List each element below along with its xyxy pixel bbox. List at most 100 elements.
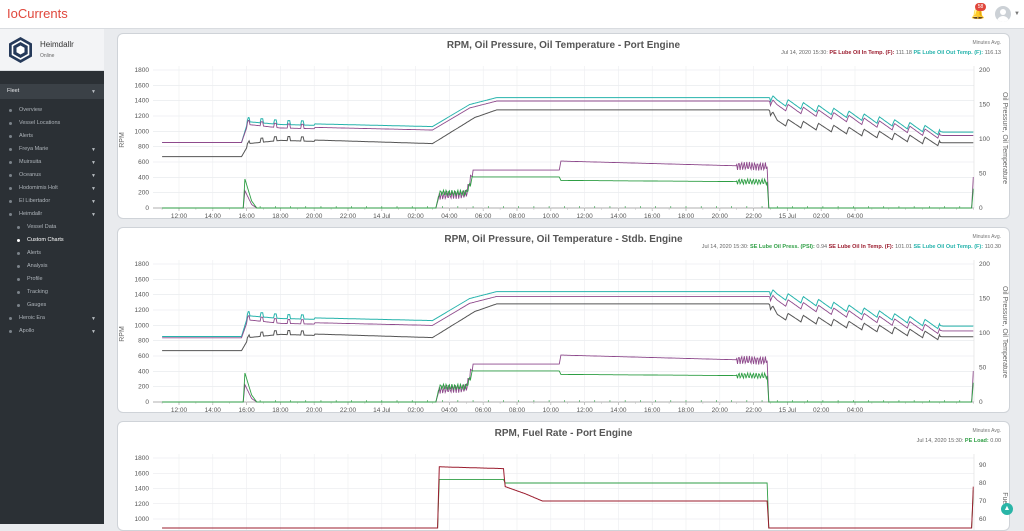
- legend-entry: SE Lube Oil Press. (PSI):: [748, 244, 815, 250]
- sidebar-item-oceanus[interactable]: Oceanus ▼: [0, 170, 104, 182]
- y-tick-label: 200: [138, 384, 149, 391]
- sidebar-item-label: El Libertador: [19, 198, 51, 204]
- y-axis-label: RPM: [119, 326, 126, 342]
- sidebar-item-heroic-era[interactable]: Heroic Era ▼: [0, 313, 104, 325]
- sidebar-item-label: Custom Charts: [27, 237, 64, 243]
- sidebar-item-profile[interactable]: Profile: [0, 274, 104, 286]
- sidebar-item-vessel-locations[interactable]: Vessel Locations: [0, 118, 104, 130]
- sidebar-item-gauges[interactable]: Gauges: [0, 300, 104, 312]
- x-tick-label: 12:00: [576, 407, 593, 412]
- x-tick-label: 18:00: [272, 213, 289, 218]
- bullet-icon: [9, 174, 12, 177]
- sidebar-group-label: Fleet: [7, 88, 20, 94]
- chart-plot-area: 0 200 400 600 800 1000 1200 1400 1600 1800 0 50 100 1…: [119, 66, 1008, 218]
- x-tick-label: 04:00: [847, 213, 864, 218]
- chart-plot-area: 1000 1200 1400 1600 1800 60 70 80 90 Fuel...: [135, 454, 1008, 530]
- legend-entry: SE Lube Oil In Temp. (F):: [827, 244, 894, 250]
- x-tick-label: 06:00: [475, 407, 492, 412]
- avatar[interactable]: [995, 6, 1011, 22]
- sidebar-group-fleet[interactable]: Fleet ▼: [0, 84, 104, 99]
- sidebar-item-label: Vessel Locations: [19, 120, 61, 126]
- sidebar-item-label: Heimdallr: [19, 211, 43, 217]
- y-tick-label: 1400: [135, 98, 150, 105]
- bullet-icon: [9, 213, 12, 216]
- aggregation-label: Minutes Avg.: [972, 40, 1001, 46]
- x-tick-label: 22:00: [745, 407, 762, 412]
- sidebar-item-label: Gauges: [27, 302, 47, 308]
- chevron-down-icon[interactable]: ▼: [1014, 11, 1020, 17]
- legend-entry: Jul 14, 2020 15:30:: [916, 438, 964, 444]
- sidebar-item-alerts[interactable]: Alerts: [0, 131, 104, 143]
- sidebar-item-hodomimis-holt[interactable]: Hodomimis Holt ▼: [0, 183, 104, 195]
- y-tick-label: 400: [138, 368, 149, 375]
- sidebar-item-label: Overview: [19, 107, 42, 113]
- legend-entry: 101.01: [893, 244, 912, 250]
- legend-entry: 110.30: [983, 244, 1001, 250]
- x-tick-label: 12:00: [171, 213, 188, 218]
- legend-entry: 0.00: [988, 438, 1001, 444]
- y-tick-label: 1800: [135, 455, 150, 462]
- x-tick-label: 20:00: [712, 213, 729, 218]
- bell-icon[interactable]: 🔔: [971, 8, 985, 20]
- scroll-top-button[interactable]: ▲: [1001, 503, 1013, 515]
- chart-legend: Jul 14, 2020 15:30: PE Lube Oil In Temp.…: [781, 50, 1001, 56]
- bullet-icon: [17, 291, 20, 294]
- chart-title: RPM, Fuel Rate - Port Engine: [494, 428, 633, 439]
- sidebar-item-vessel-data[interactable]: Vessel Data: [0, 222, 104, 234]
- series-aux-purple-line: [162, 160, 974, 209]
- sidebar-item-alerts[interactable]: Alerts: [0, 248, 104, 260]
- sidebar-item-tracking[interactable]: Tracking: [0, 287, 104, 299]
- x-tick-label: 10:00: [543, 213, 560, 218]
- x-tick-label: 14 Jul: [373, 213, 391, 218]
- series-oil-press-line: [162, 175, 974, 209]
- y-tick-label: 0: [145, 205, 149, 212]
- sidebar-item-heimdallr[interactable]: Heimdallr ▼: [0, 209, 104, 221]
- y-right-tick-label: 200: [979, 67, 990, 74]
- y-tick-label: 1000: [135, 322, 150, 329]
- chevron-down-icon: ▼: [91, 199, 96, 205]
- legend-entry: 111.18: [894, 50, 912, 56]
- sidebar-item-custom-charts[interactable]: Custom Charts: [0, 235, 104, 247]
- vessel-logo-icon: [9, 37, 32, 63]
- sidebar-item-label: Freya Marie: [19, 146, 49, 152]
- x-tick-label: 18:00: [272, 407, 289, 412]
- sidebar-item-muirsuita[interactable]: Muirsuita ▼: [0, 157, 104, 169]
- sidebar-item-overview[interactable]: Overview: [0, 105, 104, 117]
- bullet-icon: [9, 330, 12, 333]
- sidebar-item-label: Profile: [27, 276, 43, 282]
- chart-title: RPM, Oil Pressure, Oil Temperature - Por…: [446, 40, 681, 51]
- brand-name[interactable]: IoCurrents: [7, 6, 68, 21]
- chevron-down-icon: ▼: [91, 186, 96, 192]
- sidebar-item-freya-marie[interactable]: Freya Marie ▼: [0, 144, 104, 156]
- sidebar-item-apollo[interactable]: Apollo ▼: [0, 326, 104, 338]
- sidebar-item-label: Alerts: [19, 133, 34, 139]
- chevron-down-icon: ▼: [91, 160, 96, 166]
- x-tick-label: 20:00: [712, 407, 729, 412]
- bullet-icon: [9, 200, 12, 203]
- x-tick-label: 16:00: [238, 213, 255, 218]
- y-right-tick-label: 80: [979, 480, 987, 487]
- aggregation-label: Minutes Avg.: [972, 234, 1001, 240]
- sidebar-item-label: Analysis: [27, 263, 48, 269]
- chevron-down-icon: ▼: [91, 212, 96, 218]
- y-tick-label: 1600: [135, 470, 150, 477]
- x-tick-label: 22:00: [340, 213, 357, 218]
- x-tick-label: 08:00: [509, 407, 526, 412]
- x-tick-label: 04:00: [847, 407, 864, 412]
- sidebar-item-label: Hodomimis Holt: [19, 185, 58, 191]
- sidebar-item-label: Oceanus: [19, 172, 42, 178]
- sidebar-item-el-libertador[interactable]: El Libertador ▼: [0, 196, 104, 208]
- chevron-down-icon: ▼: [91, 173, 96, 179]
- bullet-icon: [17, 304, 20, 307]
- sidebar-item-analysis[interactable]: Analysis: [0, 261, 104, 273]
- legend-entry: PE Lube Oil Out Temp. (F):: [911, 50, 984, 56]
- sidebar-header: Heimdallr Online: [0, 29, 104, 71]
- sidebar-item-label: Apollo: [19, 328, 35, 334]
- sidebar-item-label: Alerts: [27, 250, 42, 256]
- legend-entry: 0.94: [814, 244, 828, 250]
- x-tick-label: 22:00: [745, 213, 762, 218]
- legend-entry: Jul 14, 2020 15:30:: [701, 244, 749, 250]
- y-tick-label: 1600: [135, 82, 150, 89]
- sidebar-item-label: Tracking: [27, 289, 48, 295]
- chevron-down-icon: ▼: [91, 89, 96, 95]
